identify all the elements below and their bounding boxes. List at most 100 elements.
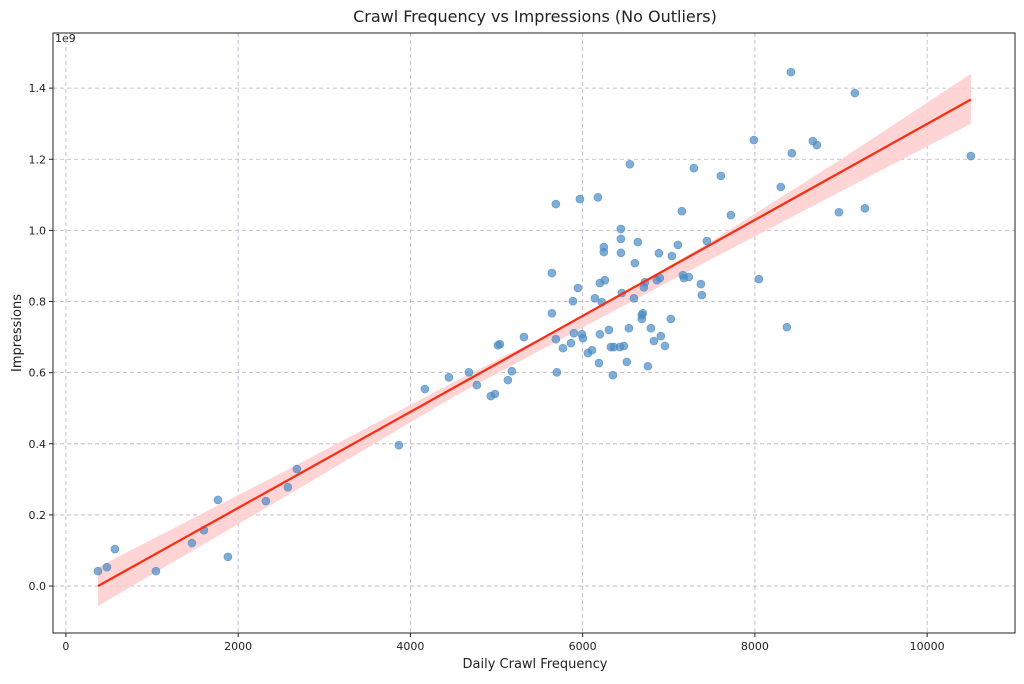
data-point <box>600 275 610 285</box>
data-point <box>696 279 706 289</box>
data-point <box>599 247 609 257</box>
data-point <box>666 314 676 324</box>
x-tick-label: 6000 <box>569 640 597 653</box>
data-point <box>625 159 635 169</box>
data-point <box>787 148 797 158</box>
data-point <box>616 248 626 258</box>
data-point <box>547 308 557 318</box>
data-point <box>594 358 604 368</box>
data-point <box>702 236 712 246</box>
plot-frame <box>52 32 1016 634</box>
data-point <box>93 566 103 576</box>
data-point <box>673 240 683 250</box>
data-point <box>604 325 614 335</box>
data-point <box>223 552 233 562</box>
data-point <box>616 234 626 244</box>
scatter-points <box>93 67 976 576</box>
data-point <box>667 251 677 261</box>
data-point <box>860 204 870 213</box>
y-axis-label: Impressions <box>10 294 25 372</box>
data-point <box>558 343 568 353</box>
data-point <box>749 135 759 145</box>
data-point <box>646 323 656 333</box>
data-point <box>677 206 687 216</box>
x-axis-label: Daily Crawl Frequency <box>463 657 608 672</box>
data-point <box>630 258 640 268</box>
data-point <box>595 329 605 339</box>
data-point <box>578 333 588 343</box>
data-point <box>850 88 860 98</box>
data-point <box>656 331 666 341</box>
data-point <box>608 370 618 380</box>
data-point <box>782 322 792 332</box>
data-point <box>633 237 643 247</box>
y-tick-label: 0.2 <box>29 509 47 522</box>
data-point <box>569 328 579 338</box>
x-tick-label: 10000 <box>910 640 945 653</box>
x-tick-label: 4000 <box>396 640 424 653</box>
data-point <box>213 495 223 505</box>
data-point <box>649 336 659 346</box>
x-tick-label: 2000 <box>224 640 252 653</box>
data-point <box>573 283 583 293</box>
data-point <box>110 544 120 554</box>
data-point <box>619 341 629 351</box>
data-point <box>660 341 670 351</box>
x-tick-label: 0 <box>62 640 69 653</box>
data-point <box>151 566 161 576</box>
data-point <box>261 496 271 506</box>
y-tick-label: 0.0 <box>29 580 47 593</box>
data-point <box>394 440 404 450</box>
y-tick-label: 0.8 <box>29 296 47 309</box>
data-point <box>616 224 626 234</box>
data-point <box>587 345 597 355</box>
data-point <box>689 163 699 173</box>
data-point <box>654 248 664 258</box>
regression-line-path <box>97 98 972 588</box>
y-tick-label: 0.4 <box>29 438 47 451</box>
y-tick-label: 1.0 <box>29 224 47 237</box>
data-point <box>464 368 474 377</box>
data-point <box>684 272 694 282</box>
data-point <box>643 361 653 371</box>
data-point <box>812 140 822 150</box>
y-tick-label: 1.4 <box>29 82 47 95</box>
data-point <box>551 334 561 344</box>
data-point <box>566 338 576 348</box>
data-point <box>966 151 976 161</box>
y-tick-label: 1.2 <box>29 153 47 166</box>
data-point <box>754 274 764 284</box>
data-point <box>503 375 513 385</box>
confidence-band-area <box>97 73 971 606</box>
data-point <box>726 210 736 220</box>
axis-ticks: 0 2000 4000 6000 8000 10000 0.0 0.2 0.4 0.6 0.8 1.0… <box>29 82 945 653</box>
data-point <box>187 538 197 548</box>
data-point <box>638 308 648 318</box>
data-point <box>552 368 562 377</box>
x-tick-label: 8000 <box>741 640 769 653</box>
data-point <box>834 207 844 217</box>
data-point <box>786 67 796 77</box>
data-point <box>519 332 529 342</box>
data-point <box>624 323 634 333</box>
data-point <box>551 199 561 209</box>
data-point <box>420 384 430 394</box>
y-tick-label: 0.6 <box>29 367 47 380</box>
data-point <box>593 193 603 202</box>
data-point <box>507 366 517 376</box>
data-point <box>568 296 578 306</box>
data-point <box>547 268 557 278</box>
data-point <box>102 562 112 572</box>
data-point <box>590 294 600 303</box>
data-point <box>776 182 786 192</box>
data-point <box>292 464 302 474</box>
data-point <box>444 372 454 382</box>
data-point <box>622 357 632 367</box>
data-point <box>716 171 726 181</box>
confidence-band <box>97 73 971 606</box>
chart-title: Crawl Frequency vs Impressions (No Outli… <box>353 7 717 26</box>
data-point <box>283 482 293 492</box>
y-offset-label: 1e9 <box>55 32 76 45</box>
data-point <box>490 389 500 399</box>
